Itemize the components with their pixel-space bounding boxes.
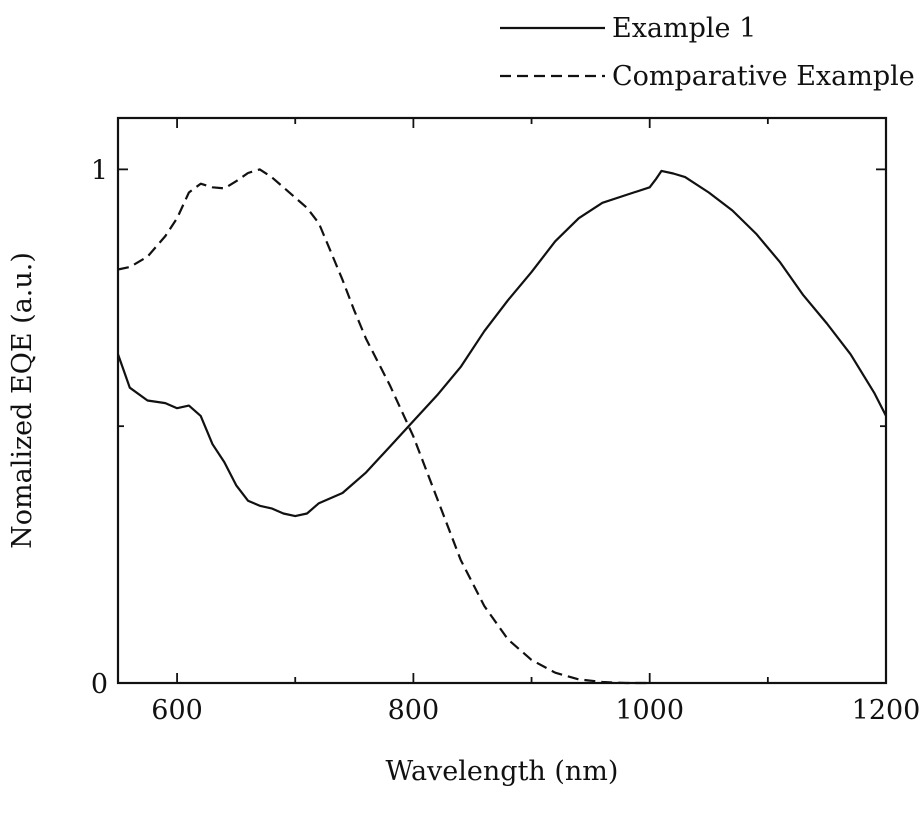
legend: Example 1 Comparative Example 4 bbox=[500, 13, 923, 92]
plot-area-frame bbox=[118, 118, 886, 683]
series-line-2 bbox=[118, 169, 650, 683]
y-tick-label: 1 bbox=[91, 155, 108, 186]
x-axis-label: Wavelength (nm) bbox=[386, 756, 619, 787]
series-line-1 bbox=[118, 171, 886, 516]
x-tick-label: 1000 bbox=[615, 695, 684, 726]
legend-label-2: Comparative Example 4 bbox=[612, 61, 923, 92]
x-tick-label: 600 bbox=[151, 695, 203, 726]
legend-label-1: Example 1 bbox=[612, 13, 756, 44]
y-tick-label: 0 bbox=[91, 669, 108, 700]
y-axis-label: Nomalized EQE (a.u.) bbox=[7, 252, 38, 549]
x-tick-label: 1200 bbox=[852, 695, 921, 726]
series-layer bbox=[118, 169, 886, 683]
x-tick-label: 800 bbox=[388, 695, 440, 726]
